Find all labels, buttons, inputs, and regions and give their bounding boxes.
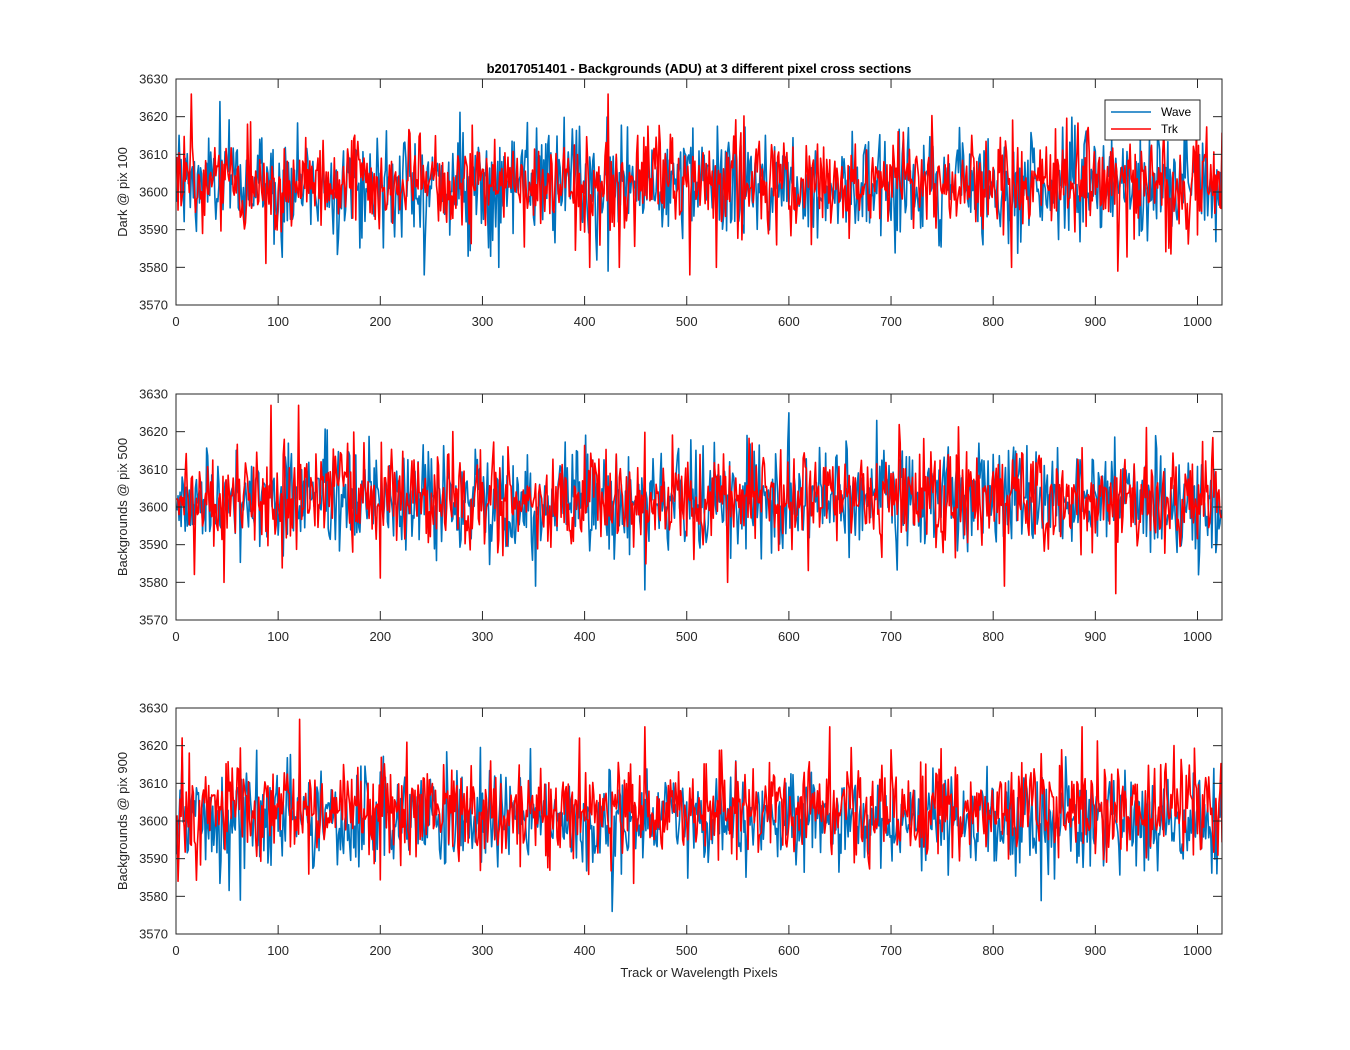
x-tick-label: 1000 bbox=[1183, 629, 1212, 644]
y-tick-label: 3590 bbox=[139, 222, 168, 237]
x-tick-label: 400 bbox=[574, 943, 596, 958]
legend: Wave Trk bbox=[1104, 99, 1201, 141]
figure-title: b2017051401 - Backgrounds (ADU) at 3 dif… bbox=[487, 61, 912, 76]
subplot-3: 0 100 200 300 400 500 600 700 800 900 1000 3570 3580… bbox=[115, 701, 1223, 958]
x-tick-label: 600 bbox=[778, 943, 800, 958]
y-tick-label: 3620 bbox=[139, 738, 168, 753]
y-axis-label: Dark @ pix 100 bbox=[115, 147, 130, 237]
x-tick-label: 0 bbox=[172, 629, 179, 644]
y-tick-label: 3630 bbox=[139, 72, 168, 87]
series-lines bbox=[176, 93, 1222, 276]
y-tick-label: 3630 bbox=[139, 701, 168, 716]
x-tick-label: 300 bbox=[472, 943, 494, 958]
x-tick-label: 100 bbox=[267, 314, 289, 329]
series-line-trk bbox=[176, 404, 1222, 595]
series-line-wave bbox=[176, 746, 1222, 913]
x-tick-label: 0 bbox=[172, 314, 179, 329]
x-tick-label: 200 bbox=[369, 314, 391, 329]
x-tick-label: 400 bbox=[574, 629, 596, 644]
x-tick-label: 600 bbox=[778, 629, 800, 644]
x-tick-label: 300 bbox=[472, 314, 494, 329]
y-tick-label: 3580 bbox=[139, 889, 168, 904]
x-tick-label: 700 bbox=[880, 314, 902, 329]
x-tick-label: 500 bbox=[676, 314, 698, 329]
x-tick-label: 800 bbox=[982, 629, 1004, 644]
y-tick-label: 3610 bbox=[139, 776, 168, 791]
x-axis-label: Track or Wavelength Pixels bbox=[620, 965, 778, 980]
x-tick-label: 200 bbox=[369, 629, 391, 644]
subplot-1: 0 100 200 300 400 500 600 700 800 900 1000 3570 3580… bbox=[115, 72, 1223, 329]
x-tick-label: 700 bbox=[880, 629, 902, 644]
x-tick-label: 100 bbox=[267, 943, 289, 958]
x-tick-label: 800 bbox=[982, 314, 1004, 329]
y-axis-label: Backgrounds @ pix 500 bbox=[115, 438, 130, 576]
x-tick-label: 600 bbox=[778, 314, 800, 329]
x-tick-label: 0 bbox=[172, 943, 179, 958]
x-tick-label: 300 bbox=[472, 629, 494, 644]
y-tick-label: 3610 bbox=[139, 147, 168, 162]
series-line-trk bbox=[176, 93, 1222, 276]
y-tick-label: 3570 bbox=[139, 298, 168, 313]
legend-label-wave: Wave bbox=[1161, 105, 1192, 119]
x-tick-label: 1000 bbox=[1183, 943, 1212, 958]
y-axis-label: Backgrounds @ pix 900 bbox=[115, 752, 130, 890]
x-tick-label: 900 bbox=[1084, 629, 1106, 644]
x-tick-label: 700 bbox=[880, 943, 902, 958]
y-tick-label: 3580 bbox=[139, 575, 168, 590]
x-tick-label: 900 bbox=[1084, 943, 1106, 958]
series-line-trk bbox=[176, 718, 1222, 885]
x-tick-label: 900 bbox=[1084, 314, 1106, 329]
y-tick-label: 3600 bbox=[139, 185, 168, 200]
y-tick-label: 3630 bbox=[139, 387, 168, 402]
x-tick-label: 100 bbox=[267, 629, 289, 644]
x-tick-label: 500 bbox=[676, 629, 698, 644]
series-lines bbox=[176, 718, 1222, 913]
series-lines bbox=[176, 404, 1222, 595]
subplot-2: 0 100 200 300 400 500 600 700 800 900 1000 3570 3580… bbox=[115, 387, 1223, 644]
x-tick-label: 1000 bbox=[1183, 314, 1212, 329]
y-tick-label: 3590 bbox=[139, 851, 168, 866]
y-tick-label: 3590 bbox=[139, 537, 168, 552]
y-tick-label: 3620 bbox=[139, 424, 168, 439]
x-tick-label: 500 bbox=[676, 943, 698, 958]
x-tick-label: 400 bbox=[574, 314, 596, 329]
subplot-panels: 0 100 200 300 400 500 600 700 800 900 100035703580… bbox=[115, 72, 1223, 958]
y-tick-label: 3600 bbox=[139, 814, 168, 829]
y-tick-label: 3610 bbox=[139, 462, 168, 477]
legend-box bbox=[1104, 99, 1201, 141]
y-tick-label: 3580 bbox=[139, 260, 168, 275]
x-tick-label: 800 bbox=[982, 943, 1004, 958]
legend-label-trk: Trk bbox=[1161, 122, 1179, 136]
y-tick-label: 3570 bbox=[139, 927, 168, 942]
y-tick-label: 3620 bbox=[139, 109, 168, 124]
y-tick-label: 3570 bbox=[139, 613, 168, 628]
y-tick-label: 3600 bbox=[139, 500, 168, 515]
x-tick-label: 200 bbox=[369, 943, 391, 958]
